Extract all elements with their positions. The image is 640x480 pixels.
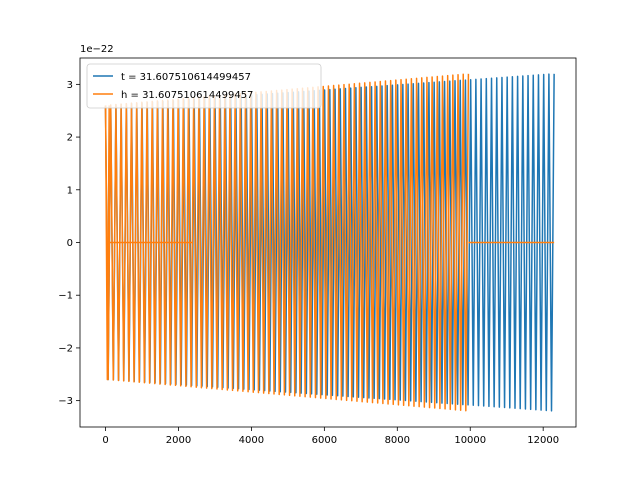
y-offset-label: 1e−22 [80,44,114,55]
y-axis: −3 −2 −1 0 1 2 3 [58,80,80,407]
y-tick-label: 0 [67,238,73,249]
x-tick-label: 2000 [166,435,191,446]
x-tick-label: 12000 [527,435,559,446]
y-tick-label: −2 [58,343,73,354]
x-tick-label: 0 [102,435,108,446]
x-tick-label: 10000 [454,435,486,446]
y-tick-label: −1 [58,291,73,302]
x-tick-label: 8000 [385,435,410,446]
legend-label-1: t = 31.607510614499457 [121,72,251,83]
legend-box [86,63,322,109]
legend: t = 31.607510614499457 h = 31.60751061449… [86,63,322,109]
x-tick-label: 4000 [239,435,264,446]
y-tick-label: 3 [67,80,73,91]
y-tick-label: 2 [67,133,73,144]
x-axis: 0 2000 4000 6000 8000 10000 12000 [102,427,559,446]
y-tick-label: 1 [67,185,73,196]
legend-label-2: h = 31.607510614499457 [121,90,253,101]
y-tick-label: −3 [58,396,73,407]
x-tick-label: 6000 [312,435,337,446]
